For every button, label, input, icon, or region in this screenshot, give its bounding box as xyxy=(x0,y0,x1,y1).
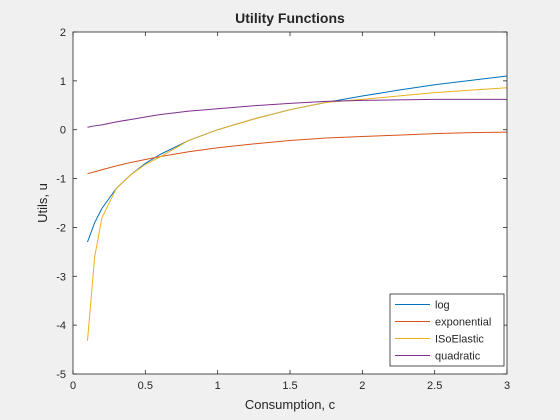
y-tick-label: 1 xyxy=(60,76,66,88)
legend: log exponential ISoElastic quadratic xyxy=(389,293,505,367)
y-tick-label: -4 xyxy=(56,320,66,332)
x-tick-label: 1 xyxy=(215,380,221,392)
x-tick-label: 1.5 xyxy=(282,380,297,392)
x-tick-label: 0 xyxy=(70,380,76,392)
x-tick-label: 2 xyxy=(359,380,365,392)
legend-label-quadratic: quadratic xyxy=(435,351,481,363)
series-line-isoelastic xyxy=(86,87,508,341)
y-tick-label: -1 xyxy=(56,174,66,186)
series-line-exponential xyxy=(87,131,508,175)
legend-label-exponential: exponential xyxy=(435,317,491,329)
y-tick-label: 0 xyxy=(60,125,66,137)
y-tick-label: -5 xyxy=(56,369,66,381)
legend-box xyxy=(389,293,505,367)
y-tick-label: 2 xyxy=(60,27,66,39)
ticks-layer: 0 0.5 1 1.5 2 2.5 3 -5 -4 -3 -2 -1 0 1 2 xyxy=(56,27,510,392)
series-layer xyxy=(86,75,508,341)
x-tick-label: 0.5 xyxy=(138,380,153,392)
y-tick-label: -3 xyxy=(56,271,66,283)
x-tick-label: 2.5 xyxy=(427,380,442,392)
series-line-quadratic xyxy=(87,98,507,128)
chart-title: Utility Functions xyxy=(235,10,345,26)
y-axis-title: Utils, u xyxy=(35,183,50,223)
legend-label-log: log xyxy=(435,300,450,312)
y-tick-label: -2 xyxy=(56,222,66,234)
x-tick-label: 3 xyxy=(504,380,510,392)
x-axis-title: Consumption, c xyxy=(245,397,336,412)
legend-label-isoelastic: ISoElastic xyxy=(435,334,484,346)
